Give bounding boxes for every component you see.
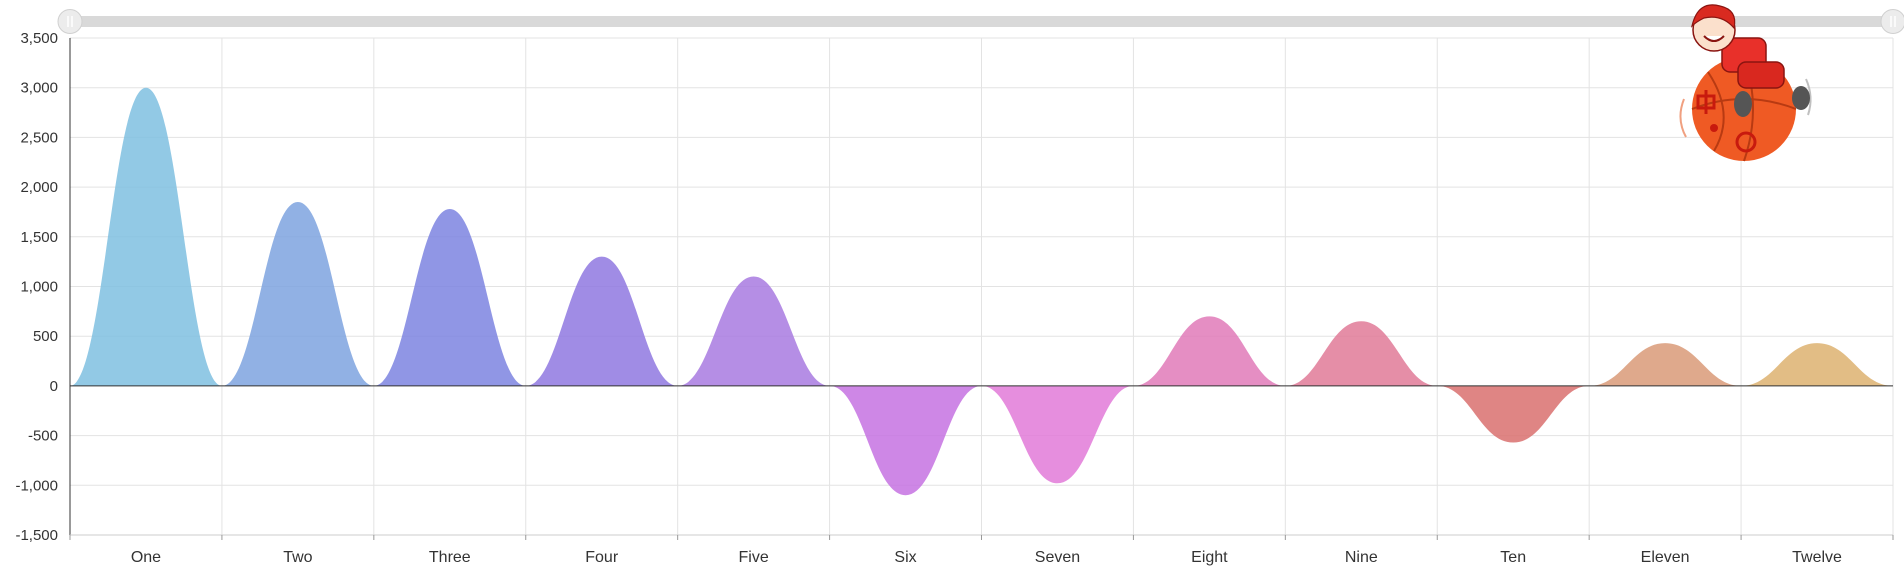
x-category-label: Seven [1035, 549, 1080, 566]
x-category-label: Four [585, 549, 619, 566]
y-tick-label: 2,000 [20, 179, 58, 196]
y-tick-label: 3,500 [20, 30, 58, 47]
x-category-label: Two [283, 549, 312, 566]
area-mark-nine[interactable] [1285, 321, 1438, 386]
datazoom-track[interactable] [70, 16, 1893, 27]
y-tick-label: 1,000 [20, 279, 58, 296]
datazoom-left-handle[interactable] [57, 9, 83, 34]
y-tick-label: -1,500 [15, 527, 58, 544]
area-series [70, 87, 1893, 496]
y-tick-label: 3,000 [20, 80, 58, 97]
x-category-label: Ten [1500, 549, 1526, 566]
x-category-label: Five [739, 549, 769, 566]
y-tick-label: -1,000 [15, 477, 58, 494]
y-tick-label: 500 [33, 328, 58, 345]
x-category-label: Three [429, 549, 471, 566]
datazoom-right-handle[interactable] [1880, 9, 1904, 34]
x-category-label: Eleven [1641, 549, 1690, 566]
y-tick-label: 2,500 [20, 129, 58, 146]
x-category-label: Twelve [1792, 549, 1842, 566]
datazoom-slider[interactable] [57, 9, 1904, 34]
x-category-label: One [131, 549, 161, 566]
area-mark-six[interactable] [829, 385, 982, 496]
area-mark-one[interactable] [70, 87, 222, 386]
x-axis-labels: One Two Three Four Five Six Seven Eight Nine Ten E… [131, 549, 1842, 566]
x-category-label: Nine [1345, 549, 1378, 566]
y-axis-labels: 3,500 3,000 2,500 2,000 1,500 1,000 500 0 -500 -1… [15, 30, 58, 544]
area-mark-eight[interactable] [1133, 316, 1286, 386]
area-mark-two[interactable] [221, 202, 374, 386]
basketball-player-icon [1679, 4, 1812, 162]
x-category-label: Eight [1191, 549, 1228, 566]
area-mark-eleven[interactable] [1589, 343, 1742, 386]
area-mark-twelve[interactable] [1741, 343, 1893, 386]
x-category-label: Six [894, 549, 916, 566]
grid [69, 37, 1894, 536]
area-mark-three[interactable] [373, 208, 526, 386]
area-mark-four[interactable] [525, 256, 678, 386]
y-tick-label: -500 [28, 428, 58, 445]
area-mark-seven[interactable] [981, 385, 1134, 484]
area-mark-five[interactable] [677, 276, 830, 386]
y-tick-label: 0 [50, 378, 58, 395]
area-mark-ten[interactable] [1437, 385, 1590, 443]
y-tick-label: 1,500 [20, 229, 58, 246]
axes [69, 38, 1894, 540]
